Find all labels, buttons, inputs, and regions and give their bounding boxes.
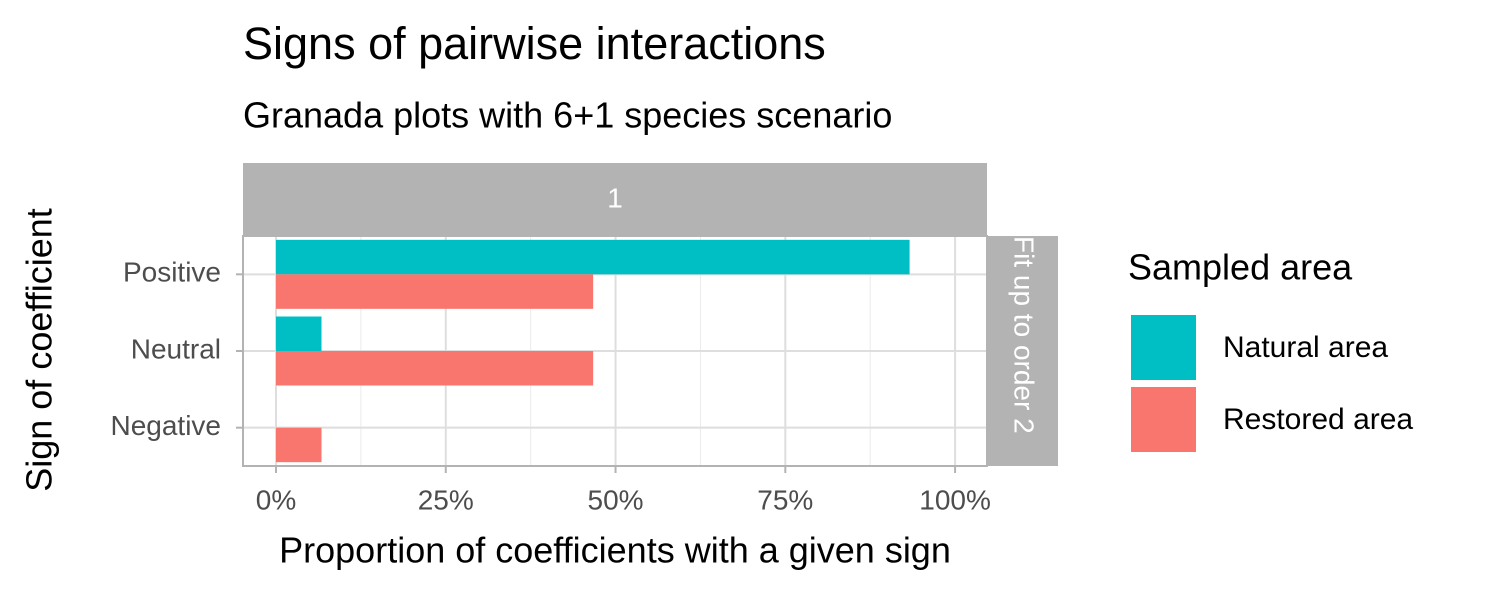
facet-label-top: 1 <box>607 182 623 213</box>
legend-label: Restored area <box>1223 403 1413 436</box>
panel-border <box>242 235 988 467</box>
legend-key <box>1131 387 1196 452</box>
y-axis-title: Sign of coefficient <box>19 208 60 492</box>
x-tick-label: 25% <box>418 484 474 515</box>
bar <box>276 351 594 386</box>
bar <box>276 274 594 309</box>
y-tick-label: Neutral <box>131 333 221 364</box>
bar <box>276 239 910 275</box>
facet-strip-top <box>243 163 987 236</box>
facet-strip-right <box>987 236 1058 466</box>
x-tick-label: 75% <box>757 484 813 515</box>
legend-title: Sampled area <box>1128 247 1353 288</box>
y-tick-label: Positive <box>123 257 221 288</box>
bar <box>276 316 322 351</box>
y-tick-label: Negative <box>110 410 221 441</box>
chart-title: Signs of pairwise interactions <box>243 18 826 69</box>
facet-label-right: Fit up to order 2 <box>1009 236 1040 434</box>
legend-key <box>1131 315 1196 380</box>
bar <box>276 427 322 463</box>
x-tick-label: 50% <box>588 484 644 515</box>
x-tick-label: 0% <box>256 484 296 515</box>
x-axis-title: Proportion of coefficients with a given … <box>279 530 951 571</box>
chart-subtitle: Granada plots with 6+1 species scenario <box>243 95 892 136</box>
x-tick-label: 100% <box>919 484 991 515</box>
legend-label: Natural area <box>1223 331 1388 364</box>
